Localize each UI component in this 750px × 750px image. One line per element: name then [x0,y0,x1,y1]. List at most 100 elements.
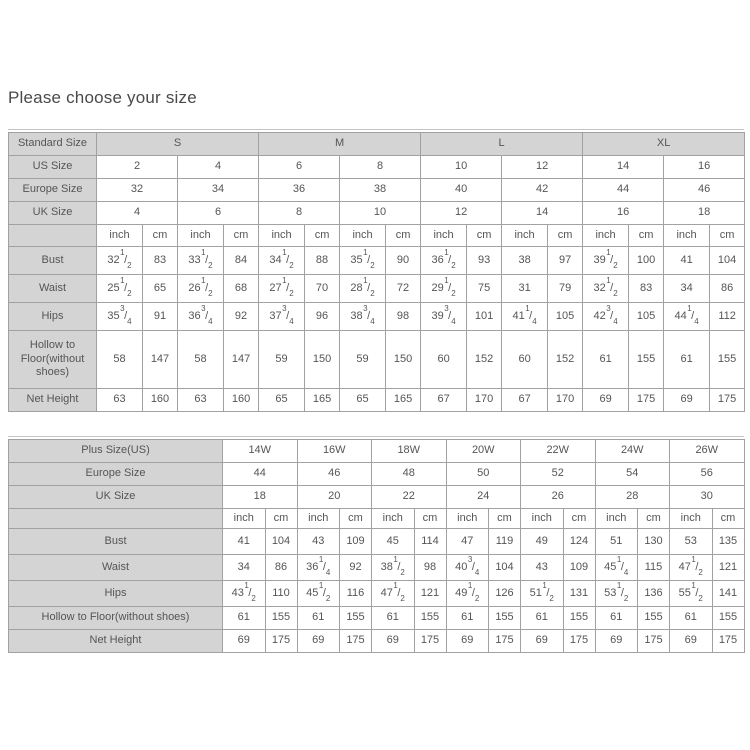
plus-measure-row-hollow-to-floor-without-shoes: Hollow to Floor(without shoes) 61 155 61 155… [8,606,745,630]
measure-value: 100 [628,246,665,275]
size-value: 18W [371,439,447,463]
unit-inch-label: inch [222,508,266,529]
measure-value: 75 [466,274,503,303]
measure-value: 251/2 [96,274,143,303]
row-label: Bust [8,246,97,275]
measure-value: 83 [628,274,665,303]
row-label: Bust [8,528,223,555]
measure-value: 381/2 [371,554,415,581]
measure-value: 98 [413,554,447,581]
page-title: Please choose your size [8,88,197,107]
plus-size-row-uk-size: UK Size 18 20 22 24 26 28 30 [8,485,745,509]
units-row: inch cm inch cm inch cm inch cm inch cm inch cm inch… [8,224,746,247]
row-label: Europe Size [8,178,97,202]
unit-cm-label: cm [339,508,372,529]
unit-cm-label: cm [385,224,422,247]
measure-row-waist: Waist 251/2 65 261/2 68 271/2 70 281/2 72 291/2 75… [8,274,746,303]
measure-value: 68 [222,274,260,303]
tables-gap [8,412,744,436]
size-value: 16 [663,155,746,179]
size-value: 26W [669,439,745,463]
unit-inch-label: inch [420,224,468,247]
unit-inch-label: inch [177,224,224,247]
size-value: 50 [445,462,521,486]
measure-value: 361/4 [296,554,340,581]
measure-value: 45 [371,528,415,555]
measure-value: 291/2 [420,274,468,303]
size-value: 4 [96,201,178,225]
size-row-uk-size: UK Size 4 6 8 10 12 14 16 18 [8,201,746,225]
plus-size-row-plus-size-us: Plus Size(US) 14W 16W 18W 20W 22W 24W 26W [8,439,745,463]
measure-value: 84 [222,246,260,275]
size-row-us-size: US Size 2 4 6 8 10 12 14 16 [8,155,746,179]
measure-value: 63 [96,388,143,412]
measure-value: 69 [594,629,638,653]
measure-value: 175 [709,388,746,412]
measure-value: 155 [637,606,670,630]
measure-value: 115 [637,554,670,581]
size-value: 48 [371,462,447,486]
plus-measure-row-bust: Bust 41 104 43 109 45 114 47 119 49 124 51 130 53 135 [8,528,745,555]
measure-value: 65 [258,388,306,412]
measure-row-hollow-to-floor-without-shoes: Hollow to Floor(without shoes) 58 147 58 147… [8,330,746,389]
measure-value: 61 [445,606,489,630]
plus-size-table: Plus Size(US) 14W 16W 18W 20W 22W 24W 26W Europe… [8,439,745,653]
measure-value: 165 [385,388,422,412]
measure-value: 152 [547,330,584,389]
size-value: 32 [96,178,178,202]
size-value: 42 [501,178,584,202]
measure-value: 155 [628,330,665,389]
size-value: 12 [420,201,503,225]
unit-inch-label: inch [339,224,387,247]
measure-value: 147 [142,330,178,389]
unit-cm-label: cm [304,224,341,247]
unit-cm-label: cm [562,508,596,529]
measure-value: 104 [264,528,298,555]
size-value: 28 [594,485,670,509]
size-value: 10 [420,155,503,179]
row-label: Waist [8,274,97,303]
measure-value: 124 [562,528,596,555]
measure-value: 271/2 [258,274,306,303]
measure-value: 86 [264,554,298,581]
measure-value: 175 [413,629,447,653]
measure-value: 363/4 [177,302,224,331]
measure-row-bust: Bust 321/2 83 331/2 84 341/2 88 351/2 90 361/2 93 3… [8,246,746,275]
measure-value: 90 [385,246,422,275]
measure-value: 83 [142,246,178,275]
measure-value: 451/4 [594,554,638,581]
measure-value: 155 [709,330,746,389]
measure-value: 72 [385,274,422,303]
measure-value: 152 [466,330,503,389]
units-row: inch cm inch cm inch cm inch cm inch cm inch cm inch… [8,508,745,529]
unit-cm-label: cm [637,508,670,529]
measure-value: 451/2 [296,580,340,607]
size-group-l: L [420,132,584,156]
measure-value: 61 [371,606,415,630]
measure-value: 155 [562,606,596,630]
row-label: Net Height [8,388,97,412]
size-value: 24 [445,485,521,509]
size-value: 16 [582,201,665,225]
size-value: 18 [663,201,746,225]
measure-value: 69 [520,629,564,653]
measure-value: 175 [488,629,521,653]
measure-value: 88 [304,246,341,275]
measure-value: 126 [488,580,521,607]
measure-value: 431/2 [222,580,266,607]
unit-inch-label: inch [520,508,564,529]
measure-value: 155 [413,606,447,630]
measure-value: 86 [709,274,746,303]
measure-value: 116 [339,580,372,607]
measure-value: 59 [339,330,387,389]
row-label: Hips [8,302,97,331]
measure-value: 551/2 [669,580,713,607]
measure-value: 373/4 [258,302,306,331]
measure-value: 170 [547,388,584,412]
measure-value: 175 [339,629,372,653]
measure-value: 109 [339,528,372,555]
measure-value: 51 [594,528,638,555]
measure-value: 93 [466,246,503,275]
unit-cm-label: cm [264,508,298,529]
unit-inch-label: inch [371,508,415,529]
